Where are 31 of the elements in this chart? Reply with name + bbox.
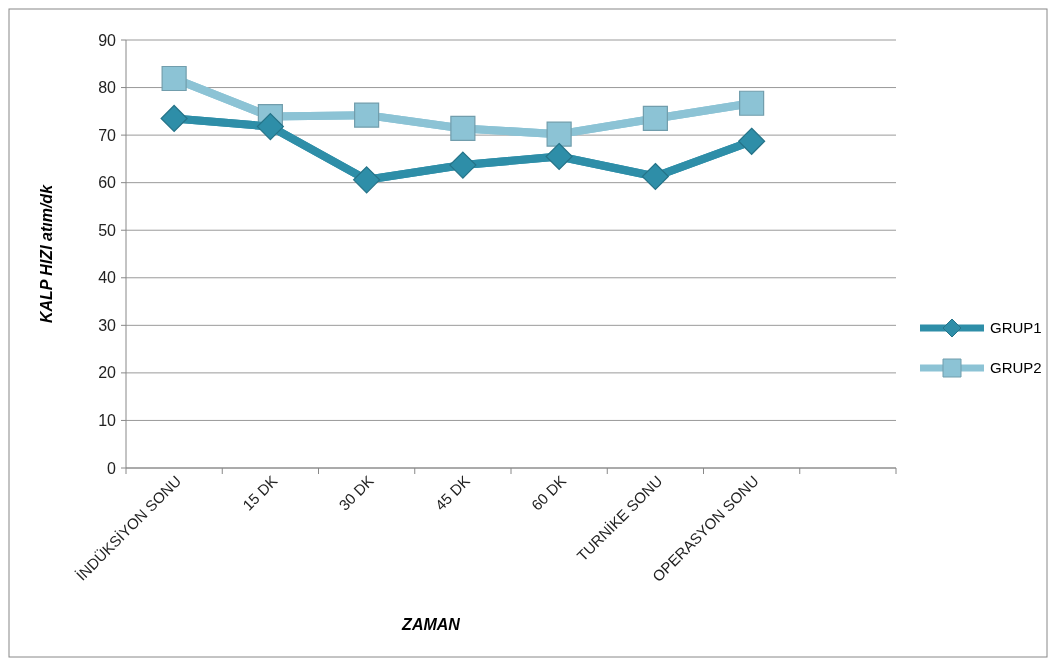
point [450,115,476,142]
point [160,104,188,133]
y-tick-label: 70 [98,126,117,144]
y-tick-label: 60 [98,174,117,192]
point [161,65,187,92]
y-tick-label: 40 [98,269,117,287]
point [353,166,381,194]
legend-label: GRUP1 [990,319,1042,337]
point [546,121,572,147]
x-tick-label: 30 DK [335,472,377,514]
point [738,127,766,155]
y-tick-label: 30 [98,316,117,334]
y-tick-label: 90 [98,31,117,49]
y-axis-title: KALP HIZI atım/dk [38,183,55,324]
x-axis-title: ZAMAN [401,616,461,633]
point [545,142,573,171]
legend-label: GRUP2 [990,359,1042,377]
point [256,112,284,141]
point [449,151,477,179]
y-tick-label: 10 [98,412,117,430]
point [642,105,668,132]
x-tick-label: 15 DK [238,472,281,514]
point [354,102,380,128]
x-tick-label: 45 DK [431,472,473,514]
point [739,90,765,116]
y-tick-label: 20 [98,364,117,382]
y-tick-label: 50 [98,221,117,239]
point [641,162,669,191]
x-tick-label: 60 DK [527,472,570,514]
y-tick-label: 0 [107,459,117,477]
y-tick-label: 80 [98,79,117,97]
